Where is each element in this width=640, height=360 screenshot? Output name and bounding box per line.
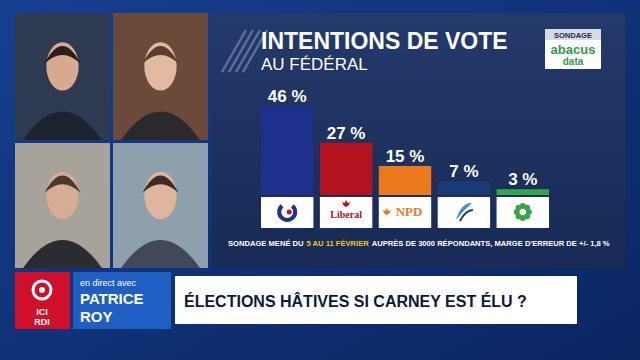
host-box <box>73 272 171 329</box>
logo-box <box>261 197 313 228</box>
network-logo-icon <box>39 287 45 293</box>
logo-box <box>320 197 372 228</box>
host-name: ROY <box>80 308 113 325</box>
headline: ÉLECTIONS HÂTIVES SI CARNEY EST ÉLU ? <box>184 292 527 310</box>
bar <box>379 166 431 195</box>
party-logos <box>261 197 549 228</box>
data-label: 15 % <box>386 147 425 166</box>
person-body <box>23 111 102 140</box>
tile-background <box>113 13 208 140</box>
person-body <box>23 240 102 268</box>
network-logo-icon <box>33 281 51 299</box>
x-axis: Liberal NPD <box>287 204 523 220</box>
person-body <box>121 240 200 268</box>
note: SONDAGE MENÉ DU5 AU 11 FÉVRIERAUPRÈS DE … <box>228 239 610 248</box>
data-label: 3 % <box>508 170 537 189</box>
tile-background <box>15 143 110 268</box>
tile-background <box>15 13 110 140</box>
logo-box <box>379 197 431 228</box>
logo-icon <box>524 205 530 211</box>
video-tile <box>113 13 208 140</box>
source-name: data <box>563 56 584 67</box>
data-label: 46 % <box>268 87 307 106</box>
tile-background <box>113 143 208 268</box>
source-label-band <box>545 29 601 40</box>
note-part: AUPRÈS DE 3000 RÉPONDANTS, MARGE D'ERREU… <box>372 239 610 248</box>
source-box <box>545 29 601 69</box>
headline-box <box>175 276 577 324</box>
note-part: 5 AU 11 FÉVRIER <box>307 239 370 248</box>
logo-box <box>438 197 490 228</box>
person-hair <box>44 46 80 64</box>
bar <box>438 181 490 195</box>
video-tile <box>113 143 208 268</box>
tick-label: Liberal <box>330 209 362 220</box>
logo-icon <box>342 200 350 207</box>
logo-icon <box>520 209 526 215</box>
person-hair <box>142 46 178 64</box>
chart-subtitle: AU FÉDÉRAL <box>261 55 368 74</box>
source-name: abacus <box>551 42 596 57</box>
chart-title: INTENTIONS DE VOTE <box>261 28 508 54</box>
network-name: ICI <box>36 307 48 317</box>
logo-icon <box>460 210 473 221</box>
data-labels: 46 % 27 % 15 % 7 % 3 % <box>268 87 538 189</box>
bars <box>261 106 549 195</box>
logo-icon <box>383 208 391 215</box>
logo-icon <box>456 203 472 220</box>
logo-box <box>497 197 549 228</box>
source-label: SONDAGE <box>554 31 592 40</box>
bar <box>320 143 372 195</box>
person-hair <box>44 176 80 194</box>
network-name: RDI <box>34 317 50 327</box>
logo-icon <box>287 210 292 215</box>
person-hair <box>142 176 178 194</box>
host-prefix: en direct avec <box>80 278 137 288</box>
chart-panel: INTENTIONS DE VOTEAU FÉDÉRAL SONDAGE abacu… <box>212 13 625 268</box>
note-part: SONDAGE MENÉ DU <box>228 239 304 248</box>
host-name: PATRICE <box>80 290 144 307</box>
person-body <box>121 111 200 140</box>
video-tile <box>15 13 110 140</box>
network-logo-box <box>15 272 70 329</box>
background <box>0 0 640 360</box>
logo-icon <box>277 204 297 222</box>
banner: ICIRDI en direct avec PATRICEROY ÉLECTIONS … <box>15 272 577 329</box>
tick-label: NPD <box>396 204 423 219</box>
data-label: 27 % <box>327 124 366 143</box>
data-label: 7 % <box>449 162 478 181</box>
tick: NPD <box>396 204 423 219</box>
bar <box>261 106 313 195</box>
screen: INTENTIONS DE VOTEAU FÉDÉRAL SONDAGE abacu… <box>0 0 640 360</box>
source-logo: SONDAGE abacusdata <box>545 29 601 69</box>
video-tile <box>15 143 110 268</box>
panel-background <box>212 13 625 268</box>
bar <box>497 189 549 195</box>
tick: Liberal <box>330 206 362 220</box>
